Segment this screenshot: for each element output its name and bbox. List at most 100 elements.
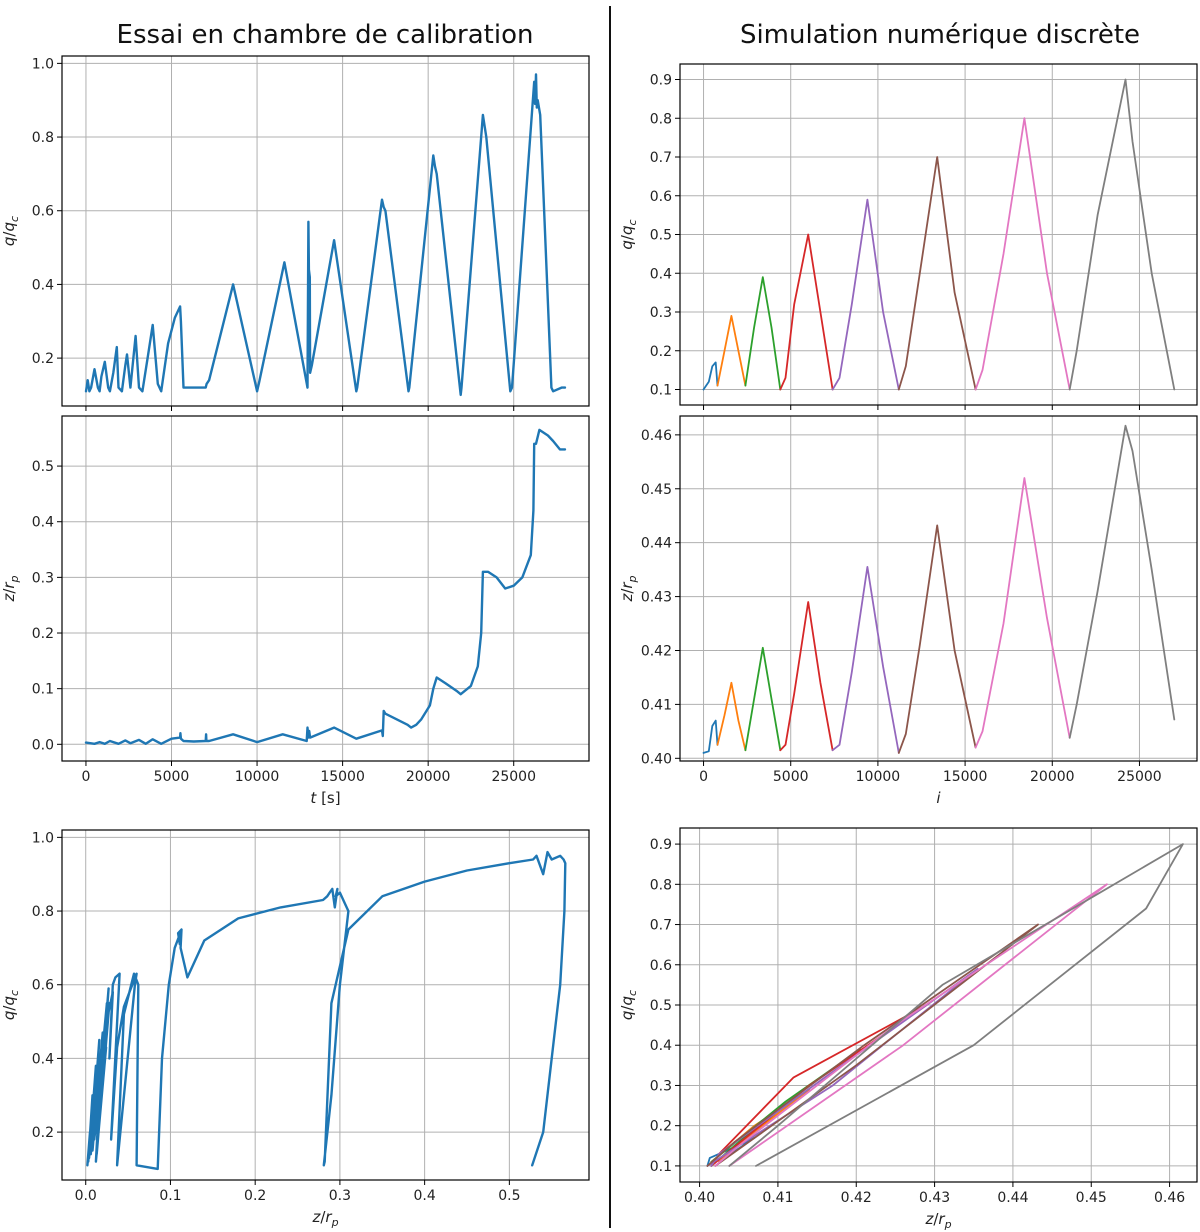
left-column-title: Essai en chambre de calibration [116,20,534,50]
series-line-cycle-4 [779,233,834,391]
series-line-cycle-7 [714,883,1108,1167]
x-tick-label: 0.0 [75,1188,97,1204]
y-axis-label: q/qc [618,219,639,249]
y-tick-label: 0.41 [641,697,672,713]
y-axis-label: z/rp [618,575,639,602]
y-tick-label: 0.43 [641,590,672,606]
y-axis-label: z/rp [0,575,21,602]
column-divider [609,6,611,1228]
series-line-cycle-3 [744,276,782,391]
x-tick-label: 20000 [1030,769,1075,785]
y-tick-label: 0.5 [32,459,54,475]
chart-sim_q_z: 0.40 0.41 0.42 0.43 0.44 0.45 0.46 0.1 0.2 0.3 0.4… [618,827,1198,1231]
y-tick-label: 0.4 [650,266,672,282]
y-tick-label: 0.8 [32,904,54,920]
y-tick-label: 1.0 [32,830,54,846]
series-line-cycle-7 [974,477,1071,749]
x-axis-label: i [936,789,941,807]
y-tick-label: 0.40 [641,751,672,767]
x-tick-label: 20000 [406,769,451,785]
y-tick-label: 0.2 [32,1125,54,1141]
x-tick-label: 0.41 [762,1190,793,1206]
x-axis-label: z/rp [924,1210,951,1231]
x-axis-label: z/rp [311,1208,338,1229]
chart-exp_q_z: 0.0 0.1 0.2 0.3 0.4 0.5 0.2 0.4 0.6 0.8 1.0 q/qc z/r… [0,829,590,1229]
y-tick-label: 0.4 [32,277,54,293]
x-tick-label: 0.3 [329,1188,351,1204]
series-line-cycle-7 [974,117,1071,391]
y-tick-label: 0.45 [641,482,672,498]
x-tick-label: 0.1 [159,1188,181,1204]
plot-frame [679,415,1198,762]
plot-frame [61,829,590,1181]
plot-area [680,416,1197,761]
y-tick-label: 0.5 [650,998,672,1014]
series-line-cycle-2 [716,314,747,387]
y-tick-label: 0.6 [32,204,54,220]
x-axis-label: t [s] [310,789,340,807]
y-tick-label: 0.8 [32,130,54,146]
y-tick-label: 0.9 [650,73,672,89]
y-tick-label: 0.2 [32,351,54,367]
y-tick-label: 0.3 [32,570,54,586]
x-tick-label: 0.2 [244,1188,266,1204]
y-tick-label: 0.46 [641,428,672,444]
y-tick-label: 0.4 [32,515,54,531]
x-tick-label: 10000 [235,769,280,785]
y-tick-label: 1.0 [32,56,54,72]
y-tick-label: 0.42 [641,643,672,659]
x-tick-label: 15000 [320,769,365,785]
x-tick-label: 0.45 [1076,1190,1107,1206]
x-tick-label: 0.46 [1154,1190,1185,1206]
y-tick-label: 0.6 [32,978,54,994]
chart-exp_z_t: 0 5000 10000 15000 20000 25000 0.0 0.1 0.2 0.3 0.4… [0,415,590,807]
y-tick-label: 0.4 [650,1038,672,1054]
y-tick-label: 0.0 [32,737,54,753]
right-column-title: Simulation numérique discrète [739,20,1141,50]
x-tick-label: 0.40 [684,1190,715,1206]
series-line-cycle-2 [716,681,747,752]
series-line-cycle-5 [831,566,900,754]
chart-sim_q_i: 0.1 0.2 0.3 0.4 0.5 0.6 0.7 0.8 0.9 q/qc [618,63,1198,410]
x-tick-label: 0.5 [498,1188,520,1204]
series-line-cycle-6 [897,156,977,391]
y-tick-label: 0.2 [650,344,672,360]
x-tick-label: 5000 [154,769,190,785]
plot-frame [61,55,590,407]
series-line-cycle-3 [744,646,782,752]
x-tick-label: 0.43 [919,1190,950,1206]
y-tick-label: 0.8 [650,111,672,127]
y-tick-label: 0.2 [650,1119,672,1135]
y-tick-label: 0.2 [32,626,54,642]
y-tick-label: 0.5 [650,228,672,244]
plot-frame [61,415,590,762]
y-tick-label: 0.9 [650,837,672,853]
y-tick-label: 0.1 [650,383,672,399]
series-line-cycle-8 [1068,424,1176,739]
y-axis-label: q/qc [0,990,21,1020]
y-tick-label: 0.6 [650,189,672,205]
x-tick-label: 10000 [856,769,901,785]
y-tick-label: 0.7 [650,918,672,934]
x-tick-label: 5000 [773,769,809,785]
x-tick-label: 0.42 [841,1190,872,1206]
y-tick-label: 0.4 [32,1051,54,1067]
y-tick-label: 0.7 [650,150,672,166]
series-line-cycle-5 [831,198,900,391]
y-tick-label: 0.3 [650,1078,672,1094]
series-line-essai [84,428,567,745]
x-tick-label: 25000 [491,769,536,785]
x-tick-label: 0.4 [413,1188,435,1204]
x-tick-label: 25000 [1117,769,1162,785]
series-line-essai [84,73,567,397]
series-line-cycle-4 [779,601,834,752]
y-tick-label: 0.3 [650,305,672,321]
series-line-cycle-8 [1068,78,1176,391]
plot-area [62,416,589,761]
y-tick-label: 0.1 [32,682,54,698]
plot-area [62,56,589,406]
series-line-cycle-1 [702,719,719,754]
series-line-cycle-6 [706,923,1039,1167]
series-line-cycle-8 [728,843,1184,1167]
